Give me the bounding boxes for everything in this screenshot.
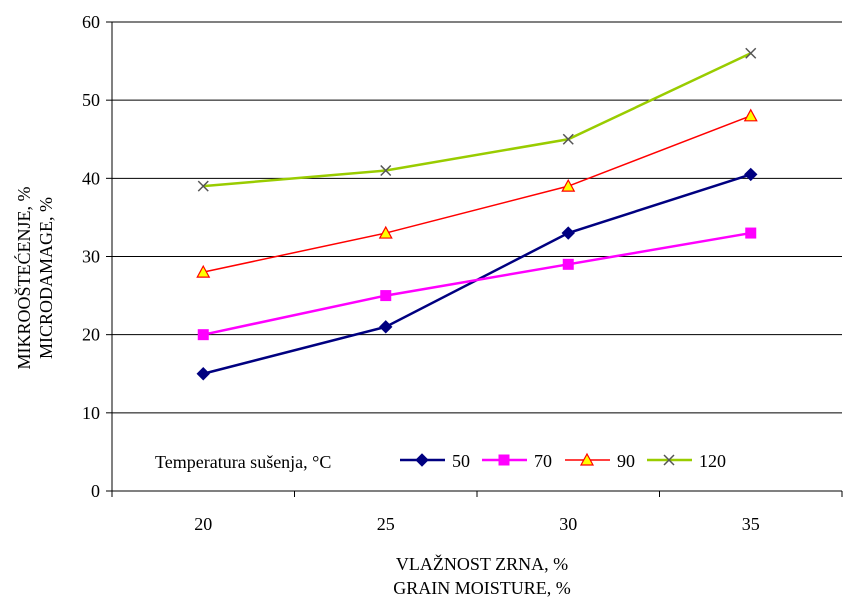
data-point-90 xyxy=(743,108,758,122)
y-tick-label: 30 xyxy=(82,247,100,267)
data-point-120 xyxy=(380,164,392,177)
data-point-70 xyxy=(562,258,574,270)
data-point-120 xyxy=(197,180,209,192)
y-tick-label: 40 xyxy=(82,168,100,188)
series-line-90 xyxy=(203,115,752,273)
y-tick-label: 10 xyxy=(82,403,100,423)
legend-label-120: 120 xyxy=(699,451,726,471)
y-tick-label: 50 xyxy=(82,90,100,110)
y-tick-labels: 0 10 20 30 40 50 60 xyxy=(82,12,100,501)
data-point-50 xyxy=(196,367,210,381)
y-tick-label: 60 xyxy=(82,12,100,32)
y-axis-title-line2: MICRODAMAGE, % xyxy=(36,197,56,359)
data-point-70 xyxy=(380,290,392,302)
legend-marker-50 xyxy=(415,453,429,467)
data-point-50 xyxy=(379,320,393,334)
series-line-50 xyxy=(202,173,752,375)
y-tick-label: 20 xyxy=(82,325,100,345)
data-point-120 xyxy=(745,47,757,59)
x-tick-labels: 20 25 30 35 xyxy=(194,514,760,534)
axes xyxy=(106,21,843,497)
series-line-120 xyxy=(203,52,752,188)
x-tick-label: 25 xyxy=(377,514,395,534)
x-tick-label: 35 xyxy=(742,514,760,534)
data-point-90 xyxy=(196,264,211,278)
gridlines xyxy=(112,21,842,414)
data-point-50 xyxy=(744,167,758,182)
data-point-90 xyxy=(561,178,576,192)
series xyxy=(196,47,758,381)
legend-label-70: 70 xyxy=(534,451,552,471)
legend-marker-90 xyxy=(579,452,595,466)
data-point-50 xyxy=(561,226,575,240)
legend-title: Temperatura sušenja, °C xyxy=(155,452,331,472)
x-tick-label: 30 xyxy=(559,514,577,534)
y-axis-title-line1: MIKROOŠTEĆENJE, % xyxy=(13,186,34,369)
data-point-70 xyxy=(197,329,209,341)
series-line-70 xyxy=(202,231,751,336)
legend: Temperatura sušenja, °C 50 70 90 120 xyxy=(155,451,726,472)
legend-marker-70 xyxy=(498,454,510,466)
data-point-90 xyxy=(378,225,393,239)
data-point-120 xyxy=(562,133,574,145)
x-axis-title-line1: VLAŽNOST ZRNA, % xyxy=(396,553,568,574)
data-point-70 xyxy=(745,227,757,239)
x-axis-title-line2: GRAIN MOISTURE, % xyxy=(393,578,571,598)
x-tick-label: 20 xyxy=(194,514,212,534)
legend-label-90: 90 xyxy=(617,451,635,471)
y-tick-label: 0 xyxy=(91,481,100,501)
legend-label-50: 50 xyxy=(452,451,470,471)
legend-marker-120 xyxy=(663,454,675,466)
